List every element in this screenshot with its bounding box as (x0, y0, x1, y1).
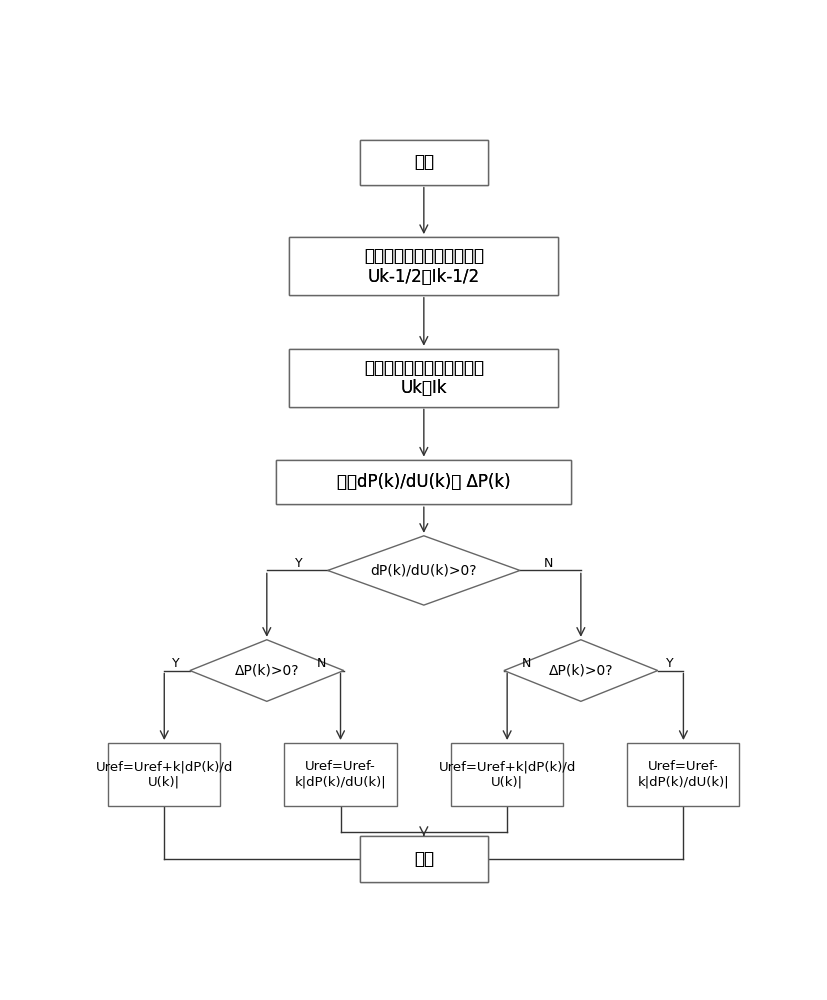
FancyBboxPatch shape (289, 237, 558, 295)
FancyBboxPatch shape (289, 349, 558, 407)
Polygon shape (504, 640, 657, 701)
Text: 采样光伏电池模块输出电压
Uk、Ik: 采样光伏电池模块输出电压 Uk、Ik (364, 359, 484, 397)
Text: 计算dP(k)/dU(k)、 ΔP(k): 计算dP(k)/dU(k)、 ΔP(k) (337, 473, 510, 491)
Text: 采样光伏电池模块输出电压
Uk、Ik: 采样光伏电池模块输出电压 Uk、Ik (364, 359, 484, 397)
Text: ΔP(k)>0?: ΔP(k)>0? (235, 664, 299, 678)
Text: Y: Y (666, 657, 673, 670)
Text: Uref=Uref+k|dP(k)/d
U(k)|: Uref=Uref+k|dP(k)/d U(k)| (438, 760, 576, 788)
Text: Y: Y (172, 657, 179, 670)
Text: ΔP(k)>0?: ΔP(k)>0? (548, 664, 613, 678)
FancyBboxPatch shape (284, 743, 397, 806)
Polygon shape (190, 640, 344, 701)
FancyBboxPatch shape (276, 460, 571, 504)
Text: dP(k)/dU(k)>0?: dP(k)/dU(k)>0? (370, 563, 477, 577)
FancyBboxPatch shape (289, 349, 558, 407)
Text: 开始: 开始 (414, 153, 434, 171)
Text: Uref=Uref+k|dP(k)/d
U(k)|: Uref=Uref+k|dP(k)/d U(k)| (96, 760, 233, 788)
FancyBboxPatch shape (276, 460, 571, 504)
Text: 结束: 结束 (414, 850, 434, 868)
Text: N: N (522, 657, 531, 670)
Text: Uref=Uref-
k|dP(k)/dU(k)|: Uref=Uref- k|dP(k)/dU(k)| (294, 760, 386, 788)
Text: 采样光伏电池模块输出电压
Uk-1/2、Ik-1/2: 采样光伏电池模块输出电压 Uk-1/2、Ik-1/2 (364, 247, 484, 286)
FancyBboxPatch shape (289, 237, 558, 295)
FancyBboxPatch shape (108, 743, 220, 806)
FancyBboxPatch shape (360, 140, 488, 185)
Text: Uref=Uref-
k|dP(k)/dU(k)|: Uref=Uref- k|dP(k)/dU(k)| (638, 760, 729, 788)
Text: N: N (544, 557, 553, 570)
Text: 采样光伏电池模块输出电压
Uk-1/2、Ik-1/2: 采样光伏电池模块输出电压 Uk-1/2、Ik-1/2 (364, 247, 484, 286)
FancyBboxPatch shape (451, 743, 563, 806)
FancyBboxPatch shape (628, 743, 739, 806)
Text: 结束: 结束 (414, 850, 434, 868)
Text: 计算dP(k)/dU(k)、 ΔP(k): 计算dP(k)/dU(k)、 ΔP(k) (337, 473, 510, 491)
Text: 开始: 开始 (414, 153, 434, 171)
Text: N: N (317, 657, 326, 670)
Text: Y: Y (295, 557, 303, 570)
FancyBboxPatch shape (360, 836, 488, 882)
FancyBboxPatch shape (360, 836, 488, 882)
FancyBboxPatch shape (360, 140, 488, 185)
Polygon shape (327, 536, 520, 605)
